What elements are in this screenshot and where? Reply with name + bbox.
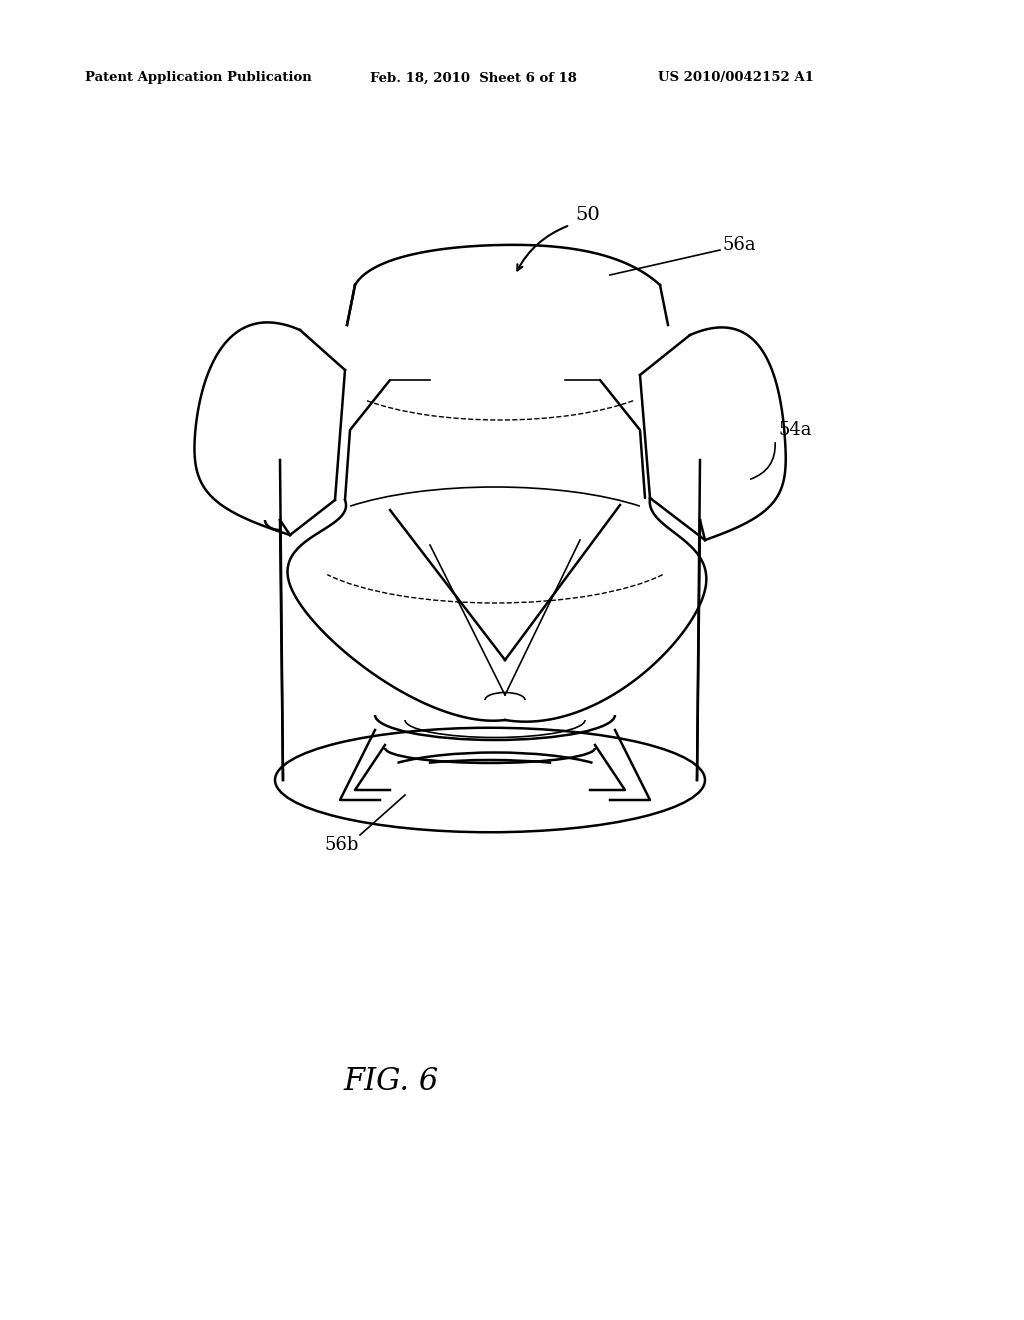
Text: Feb. 18, 2010  Sheet 6 of 18: Feb. 18, 2010 Sheet 6 of 18 <box>370 71 577 84</box>
Text: 56b: 56b <box>325 836 359 854</box>
Text: US 2010/0042152 A1: US 2010/0042152 A1 <box>658 71 814 84</box>
Text: FIG. 6: FIG. 6 <box>343 1067 438 1097</box>
Text: 50: 50 <box>575 206 600 224</box>
Text: 56a: 56a <box>722 236 756 253</box>
Text: Patent Application Publication: Patent Application Publication <box>85 71 311 84</box>
Text: 54a: 54a <box>778 421 811 440</box>
